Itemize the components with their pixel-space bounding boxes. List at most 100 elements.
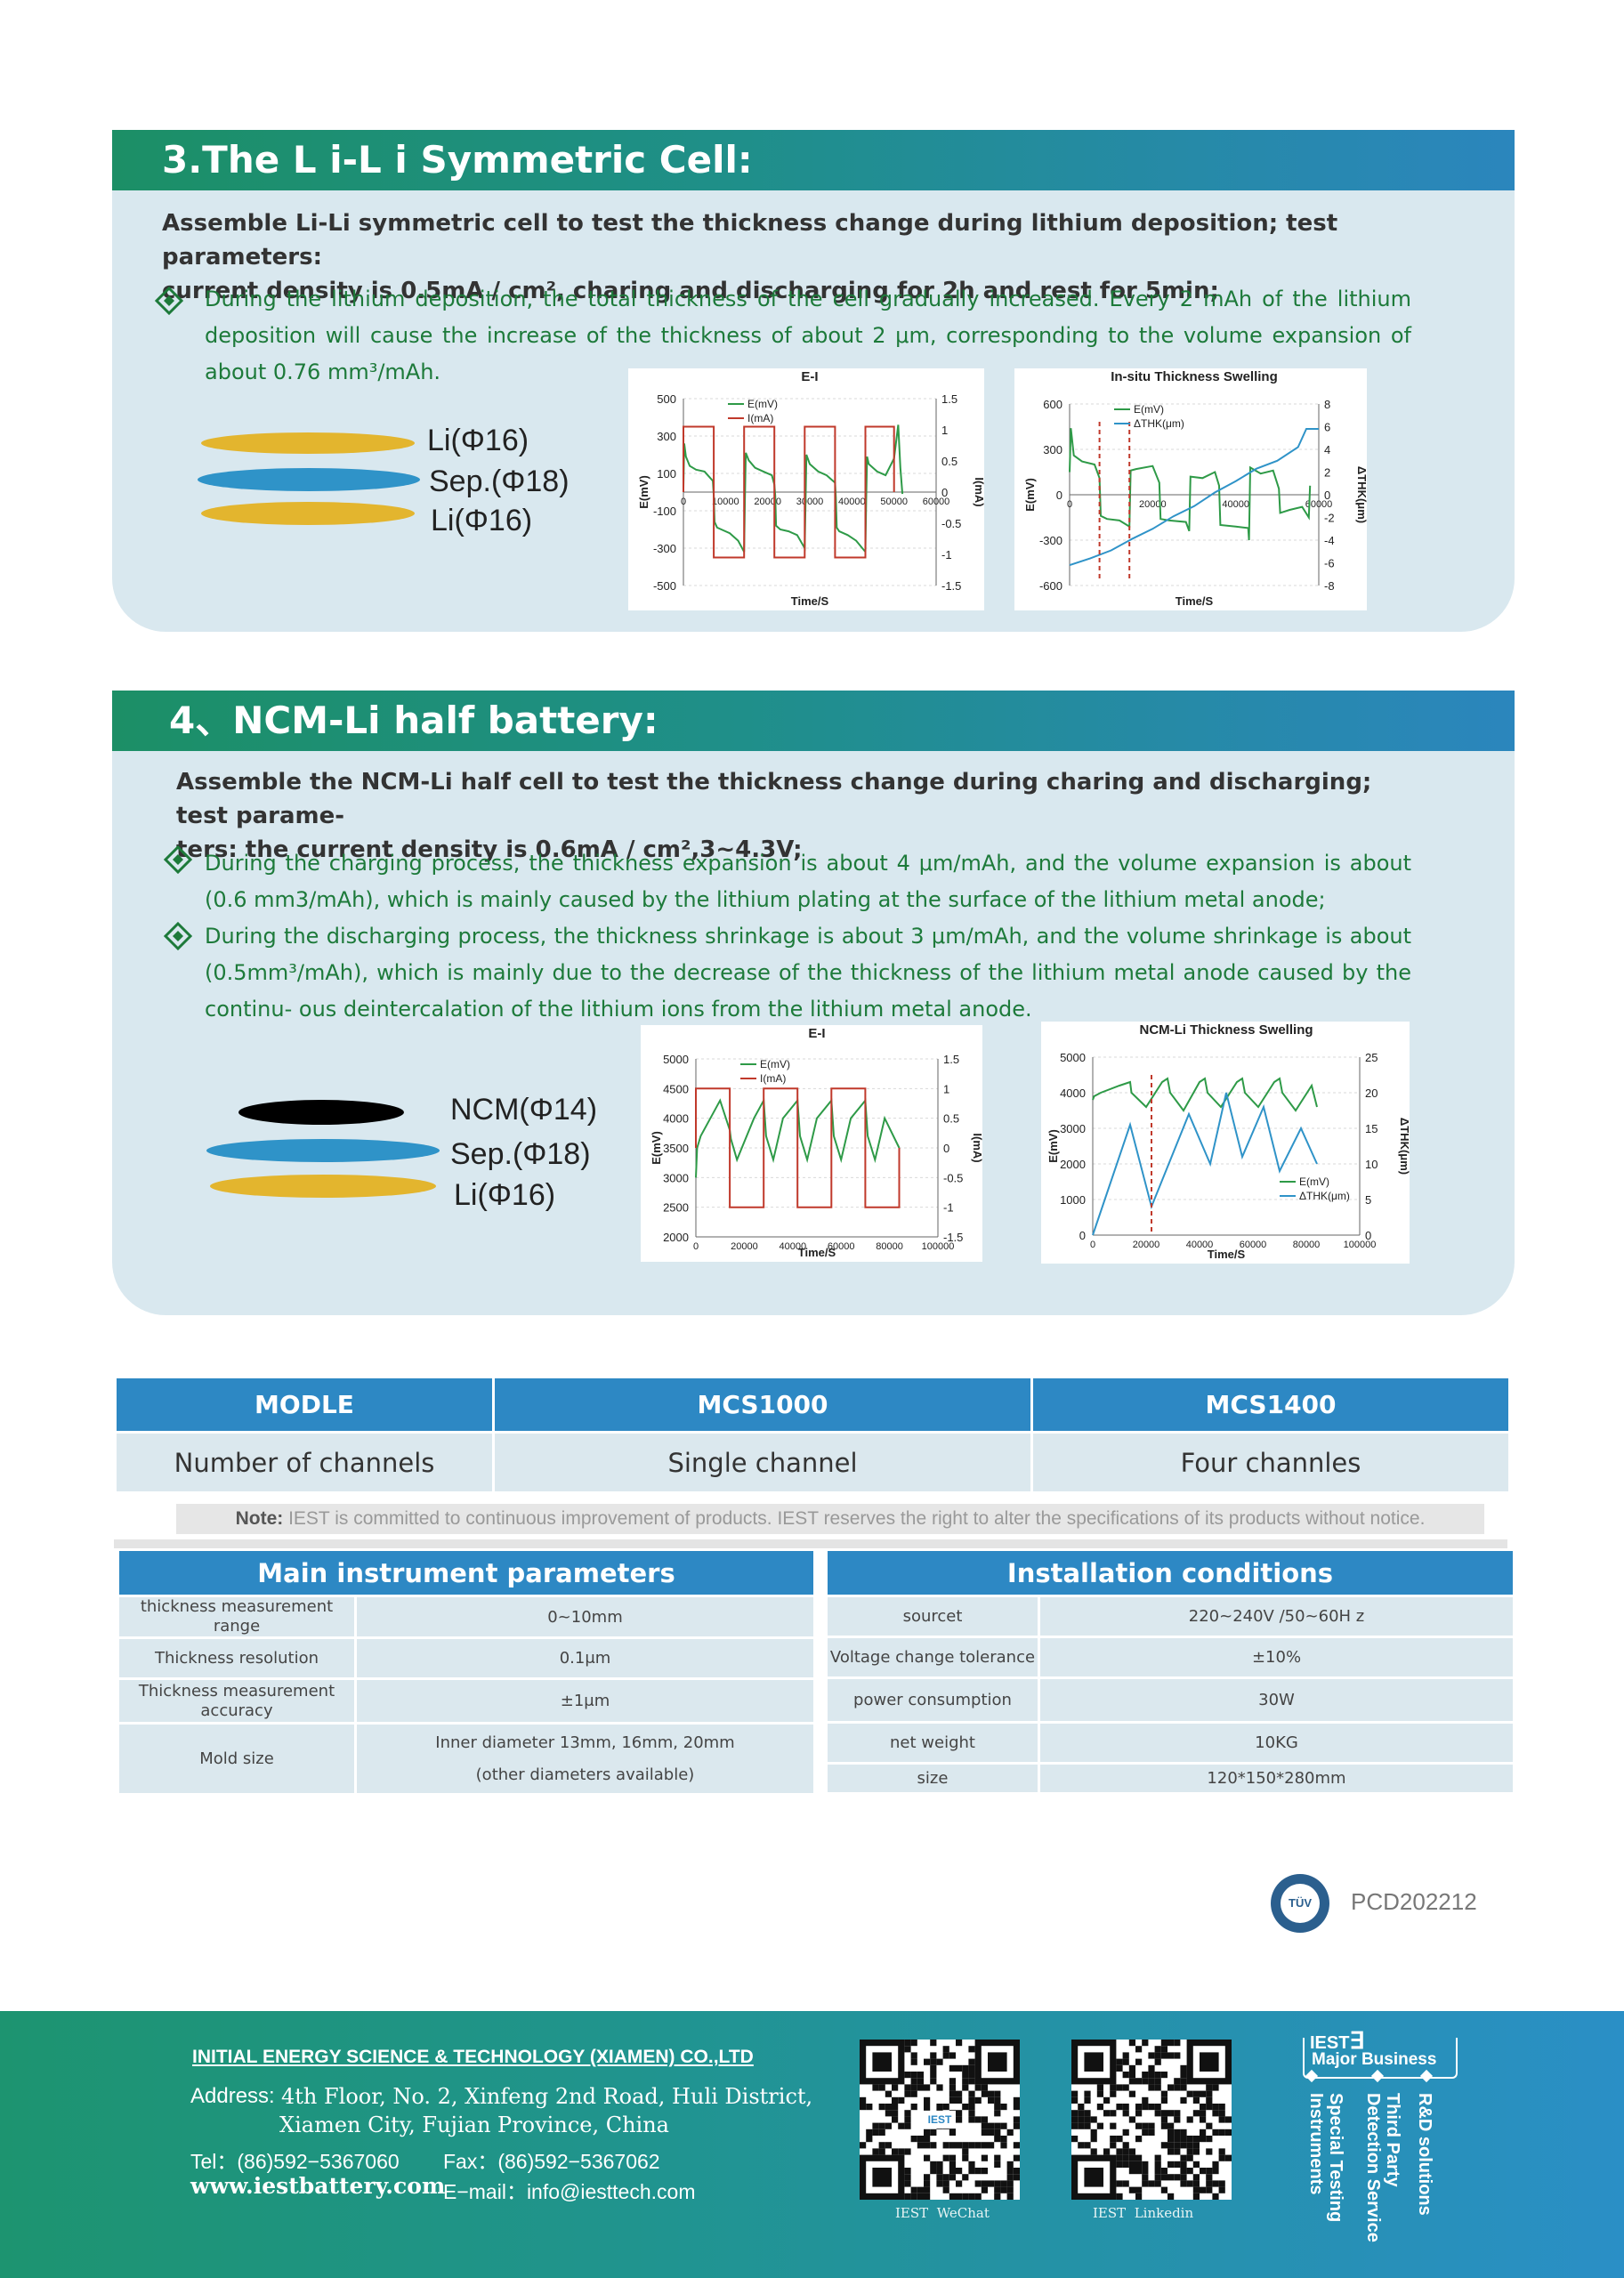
qr-module [1160, 2122, 1168, 2129]
qr-module [1224, 2129, 1232, 2136]
qr-module [924, 2084, 931, 2091]
qr-module [1160, 2040, 1168, 2047]
qr-module [1103, 2096, 1111, 2104]
qr-module [1135, 2078, 1143, 2085]
qr-module [968, 2116, 975, 2123]
y-tick-label: 5000 [663, 1053, 689, 1066]
qr-module [968, 2078, 975, 2085]
qr-module [981, 2168, 988, 2175]
qr-module [974, 2168, 982, 2175]
legend-label: E(mV) [760, 1058, 790, 1070]
y-tick-label: 100 [657, 467, 676, 481]
qr-module [1180, 2174, 1187, 2181]
install-title: Installation conditions [825, 1548, 1515, 1597]
qr-module [1186, 2154, 1193, 2161]
install-row: Voltage change tolerance ±10% [825, 1636, 1515, 1679]
qr-module [917, 2136, 924, 2143]
qr-module [866, 2104, 873, 2111]
qr-module [930, 2058, 937, 2065]
qr-module [1142, 2104, 1149, 2111]
business-special-testing: Special Testing Instruments [1306, 2093, 1345, 2223]
stack-label-li-bottom: Li(Φ16) [431, 504, 533, 537]
qr-module [1006, 2193, 1014, 2200]
qr-module [1116, 2104, 1123, 2111]
website-link[interactable]: www.iestbattery.com [190, 2173, 446, 2199]
chart-svg: E-I 5000 4500 4000 3500 3000 2500 2000 1.5 1 0.5 0 -… [650, 1026, 982, 1259]
diamond-bullet-icon [164, 845, 192, 874]
y2-tick-label: -8 [1324, 579, 1335, 593]
qr-module [1154, 2052, 1161, 2059]
qr-module [1148, 2064, 1155, 2072]
chart-title: In-situ Thickness Swelling [1111, 369, 1278, 384]
qr-module [910, 2084, 917, 2091]
qr-module [1154, 2072, 1161, 2079]
qr-module [949, 2129, 956, 2136]
qr-module [1168, 2193, 1175, 2200]
note-divider [114, 1539, 1507, 1548]
email-link[interactable]: E−mail：info@iesttech.com [443, 2180, 696, 2203]
qr-module [1206, 2104, 1213, 2111]
series-line-E(mV) [683, 424, 904, 554]
qr-pattern-icon [860, 2040, 1020, 2200]
params-row: Thickness resolution 0.1μm [117, 1636, 816, 1680]
qr-module [968, 2168, 975, 2175]
qr-module [917, 2078, 924, 2085]
qr-module [1218, 2104, 1225, 2111]
qr-module [930, 2142, 937, 2149]
qr-module [981, 2186, 988, 2193]
qr-module [1142, 2122, 1149, 2129]
qr-module [988, 2142, 995, 2149]
qr-module [981, 2180, 988, 2187]
section4-bullet-discharging: During the discharging process, the thic… [205, 924, 1411, 1022]
qr-module [974, 2084, 982, 2091]
qr-module [936, 2174, 943, 2181]
qr-module [1218, 2116, 1225, 2123]
qr-module [930, 2078, 937, 2085]
linkedin-qr-code[interactable] [1071, 2040, 1232, 2200]
qr-module [942, 2186, 949, 2193]
series-line-I(mA) [683, 425, 895, 559]
qr-module [1206, 2186, 1213, 2193]
x-tick-label: 0 [693, 1241, 699, 1252]
qr-module [974, 2116, 982, 2123]
qr-module [1160, 2186, 1168, 2193]
section3-lead-line2: current density is 0.5mA / cm², charing … [162, 278, 1219, 304]
qr-module [956, 2168, 963, 2175]
y2-tick-label: -1 [941, 548, 952, 561]
qr-module [1135, 2193, 1143, 2200]
qr-module [892, 2110, 899, 2117]
qr-module [1084, 2122, 1091, 2129]
qr-module [949, 2161, 956, 2168]
qr-module [904, 2084, 911, 2091]
qr-module [956, 2110, 963, 2117]
params-row: thickness measurement range 0~10mm [117, 1595, 816, 1639]
qr-module [1218, 2110, 1225, 2117]
qr-module [968, 2072, 975, 2079]
qr-module [949, 2168, 956, 2175]
qr-module [1128, 2148, 1135, 2155]
model-table: MODLE MCS1000 MCS1400 Number of channels… [114, 1376, 1511, 1494]
qr-module [988, 2129, 995, 2136]
qr-module [1122, 2084, 1129, 2091]
y-tick-label: -100 [653, 505, 676, 518]
wechat-qr-code[interactable]: IEST [860, 2040, 1020, 2200]
y-tick-label: 600 [1043, 398, 1062, 411]
qr-module [1192, 2180, 1200, 2187]
qr-module [1122, 2148, 1129, 2155]
qr-module [988, 2090, 995, 2097]
qr-module [1122, 2104, 1129, 2111]
qr-module [1200, 2186, 1207, 2193]
separator-disc [198, 468, 420, 491]
x-tick-label: 80000 [876, 1241, 903, 1252]
qr-module [1116, 2136, 1123, 2143]
model-header-cell: MCS1400 [1030, 1376, 1511, 1434]
y2-tick-label: -0.5 [941, 517, 961, 530]
qr-module [968, 2096, 975, 2104]
qr-module [924, 2129, 931, 2136]
qr-module [1174, 2129, 1181, 2136]
qr-module [1128, 2161, 1135, 2168]
chart-title: E-I [801, 369, 818, 384]
qr-module [994, 2122, 1001, 2129]
legend-label: ΔTHK(μm) [1299, 1190, 1350, 1202]
qr-module [968, 2064, 975, 2072]
